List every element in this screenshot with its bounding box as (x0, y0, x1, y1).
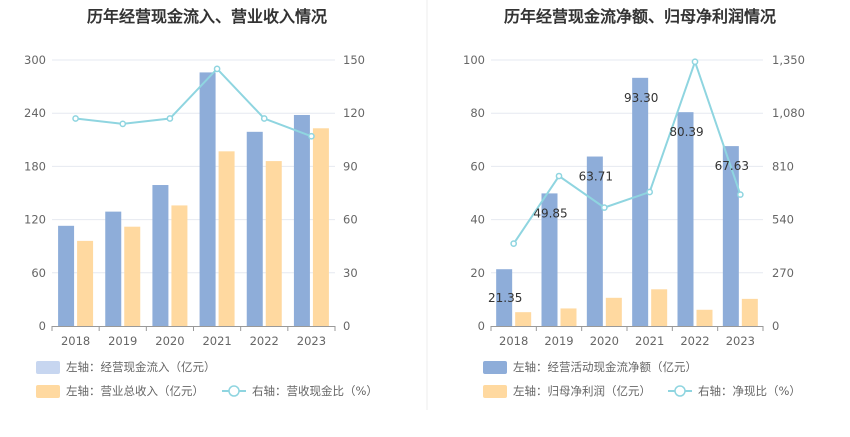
x-axis-tick-label: 2022 (680, 334, 709, 348)
bar-secondary-2020 (171, 205, 188, 326)
right-axis-tick-label: 540 (772, 213, 794, 227)
left-axis-tick-label: 0 (478, 319, 485, 333)
bar-primary-2018 (58, 225, 75, 326)
x-axis-tick-label: 2020 (155, 334, 184, 348)
left-axis-tick-label: 300 (24, 53, 46, 67)
x-axis-tick-label: 2018 (61, 334, 90, 348)
bar-secondary-2019 (560, 308, 577, 326)
line-point-2020 (600, 204, 608, 211)
x-axis-tick-label: 2021 (635, 334, 664, 348)
bar-secondary-2023 (741, 298, 758, 326)
bar-primary-2023 (722, 146, 739, 326)
left-axis-tick-label: 240 (24, 106, 46, 120)
legend-label: 左轴：经营现金流入（亿元） (66, 360, 216, 374)
bar-secondary-2021 (218, 151, 235, 326)
line-series-ratio (75, 67, 312, 138)
bar-primary-2022 (677, 112, 694, 326)
data-label-2018: 21.35 (488, 291, 522, 305)
line-point-2022 (691, 58, 699, 66)
bar-secondary-2023 (312, 128, 329, 326)
line-point-2018 (72, 115, 79, 122)
right-axis-tick-label: 30 (343, 266, 358, 280)
right-axis-tick-label: 0 (343, 319, 350, 333)
x-axis-tick-label: 2018 (499, 334, 528, 348)
left-axis-tick-label: 180 (24, 159, 46, 173)
right-axis-tick-label: 270 (772, 266, 794, 280)
chart-right-panel: 历年经营现金流净额、归母净利润情况 0 20 40 60 80 100 0 270 540 810 1… (463, 7, 805, 398)
bar-secondary-2022 (265, 161, 282, 326)
data-label-2021: 93.30 (624, 91, 658, 105)
legend-label: 左轴：营业总收入（亿元） (66, 384, 204, 398)
right-axis-tick-label: 1,080 (772, 106, 805, 120)
line-point-2020 (166, 115, 174, 122)
data-label-2023: 67.63 (715, 159, 749, 173)
data-label-2022: 80.39 (669, 125, 703, 139)
chart-left-panel: 历年经营现金流入、营业收入情况 0 60 120 180 240 300 0 30 60 90 120… (24, 7, 378, 398)
legend-label: 左轴：归母净利润（亿元） (513, 384, 651, 398)
left-axis-tick-label: 60 (470, 159, 485, 173)
bar-secondary-2021 (651, 289, 668, 326)
left-axis-tick-label: 100 (463, 53, 485, 67)
x-axis-tick-label: 2019 (108, 334, 137, 348)
x-axis-tick-label: 2023 (297, 334, 326, 348)
bar-primary-2019 (541, 193, 558, 326)
bar-primary-2018 (496, 269, 513, 326)
line-point-2021 (646, 188, 654, 196)
right-axis-tick-label: 150 (343, 53, 365, 67)
right-axis-tick-label: 90 (343, 159, 358, 173)
x-axis-tick-label: 2022 (250, 334, 279, 348)
bar-primary-2020 (152, 185, 169, 326)
line-point-2023 (308, 132, 315, 140)
legend-label: 右轴：营收现金比（%） (252, 384, 378, 398)
legend-label: 右轴：净现比（%） (698, 384, 801, 398)
chart-title: 历年经营现金流入、营业收入情况 (87, 7, 327, 26)
line-point-2022 (260, 115, 268, 122)
line-point-2023 (736, 191, 744, 198)
right-axis-tick-label: 0 (772, 319, 779, 333)
line-point-2019 (555, 172, 563, 180)
legend-swatch (483, 361, 507, 374)
line-point-2021 (213, 65, 221, 73)
left-axis-tick-label: 40 (470, 213, 485, 227)
data-label-2020: 63.71 (579, 170, 613, 184)
legend-swatch (36, 385, 60, 398)
x-axis-tick-label: 2019 (544, 334, 573, 348)
bar-secondary-2018 (515, 312, 532, 326)
x-axis-tick-label: 2023 (726, 334, 755, 348)
bar-secondary-2020 (605, 297, 622, 326)
left-axis-tick-label: 80 (470, 106, 485, 120)
line-series-ratio (512, 58, 742, 245)
legend-line-marker (228, 385, 240, 397)
bar-secondary-2022 (696, 309, 713, 326)
left-axis-tick-label: 120 (24, 213, 46, 227)
bar-primary-2021 (632, 77, 649, 327)
legend-label: 左轴：经营活动现金流净额（亿元） (513, 360, 697, 374)
right-axis-tick-label: 120 (343, 106, 365, 120)
x-axis-tick-label: 2020 (590, 334, 619, 348)
bar-secondary-2019 (124, 226, 141, 326)
right-axis-tick-label: 60 (343, 213, 358, 227)
left-axis-tick-label: 20 (470, 266, 485, 280)
bar-primary-2022 (246, 131, 263, 326)
legend-line-marker (674, 385, 686, 397)
right-axis-tick-label: 810 (772, 159, 794, 173)
legend-swatch (483, 385, 507, 398)
x-axis-tick-label: 2021 (202, 334, 231, 348)
line-point-2019 (119, 120, 127, 128)
legend-swatch (36, 361, 60, 374)
bar-primary-2019 (105, 211, 122, 326)
bar-secondary-2018 (77, 240, 94, 326)
line-point-2018 (510, 240, 518, 247)
data-label-2019: 49.85 (533, 206, 567, 220)
chart-title: 历年经营现金流净额、归母净利润情况 (504, 7, 776, 26)
left-axis-tick-label: 60 (31, 266, 46, 280)
left-axis-tick-label: 0 (39, 319, 46, 333)
bar-primary-2021 (199, 72, 216, 326)
right-axis-tick-label: 1,350 (772, 53, 805, 67)
bar-primary-2023 (293, 114, 310, 327)
